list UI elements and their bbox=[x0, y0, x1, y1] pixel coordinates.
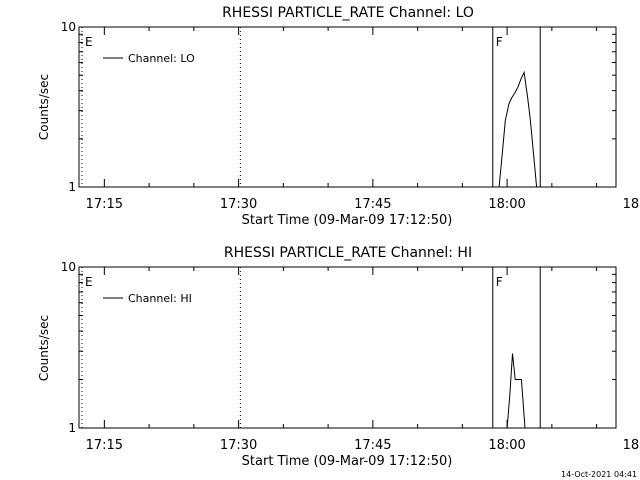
x-tick-label: 17:45 bbox=[354, 438, 391, 453]
footer-timestamp: 14-Oct-2021 04:41 bbox=[561, 470, 637, 479]
event-marker-label: E bbox=[85, 275, 93, 289]
plot-frame bbox=[78, 266, 617, 429]
chart-title: RHESSI PARTICLE_RATE Channel: HI bbox=[224, 245, 472, 261]
x-tick-label: 18:00 bbox=[488, 438, 525, 453]
y-axis-label: Counts/sec bbox=[37, 74, 51, 140]
y-tick-label: 1 bbox=[68, 180, 76, 194]
y-axis-label: Counts/sec bbox=[37, 315, 51, 381]
y-tick-label: 10 bbox=[61, 260, 76, 274]
series-line bbox=[498, 70, 538, 188]
x-tick-label: 17:30 bbox=[220, 438, 257, 453]
series-line bbox=[506, 353, 526, 429]
legend-label: Channel: LO bbox=[128, 52, 195, 65]
x-axis-label: Start Time (09-Mar-09 17:12:50) bbox=[242, 454, 453, 469]
plot-frame bbox=[78, 26, 617, 188]
x-tick-label: 17:15 bbox=[86, 438, 123, 453]
x-tick-label: 18:15 bbox=[623, 197, 640, 212]
x-tick-label: 17:15 bbox=[86, 197, 123, 212]
x-tick-label: 18:00 bbox=[488, 197, 525, 212]
event-marker-label: E bbox=[85, 35, 93, 49]
chart-lo: RHESSI PARTICLE_RATE Channel: LO Counts/… bbox=[37, 5, 640, 228]
legend-label: Channel: HI bbox=[128, 292, 192, 305]
x-axis-label: Start Time (09-Mar-09 17:12:50) bbox=[242, 213, 453, 228]
x-tick-label: 18:15 bbox=[623, 438, 640, 453]
y-tick-label: 1 bbox=[68, 421, 76, 435]
chart-title: RHESSI PARTICLE_RATE Channel: LO bbox=[222, 5, 474, 21]
chart-hi: RHESSI PARTICLE_RATE Channel: HI Counts/… bbox=[37, 245, 640, 469]
x-tick-label: 17:45 bbox=[354, 197, 391, 212]
x-tick-label: 17:30 bbox=[220, 197, 257, 212]
event-marker-label: F bbox=[496, 35, 503, 49]
event-marker-label: F bbox=[496, 275, 503, 289]
y-tick-label: 10 bbox=[61, 20, 76, 34]
